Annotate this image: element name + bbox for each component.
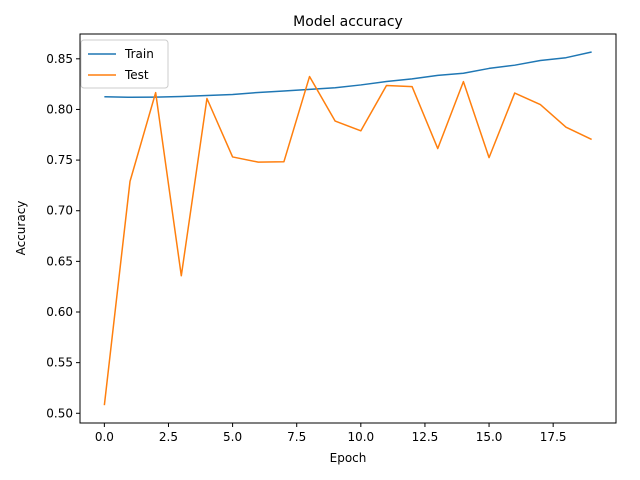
x-tick-label: 2.5 bbox=[159, 430, 178, 444]
x-tick-label: 10.0 bbox=[347, 430, 374, 444]
x-axis-label: Epoch bbox=[330, 451, 367, 465]
y-tick-label: 0.50 bbox=[46, 406, 73, 420]
series-line-test bbox=[103, 75, 592, 406]
x-tick-label: 7.5 bbox=[287, 430, 306, 444]
y-axis-ticks: 0.50 0.55 0.60 0.65 0.70 0.75 0.80 0.85 bbox=[46, 52, 80, 420]
y-tick-label: 0.75 bbox=[46, 153, 73, 167]
y-tick-label: 0.70 bbox=[46, 204, 73, 218]
x-axis-ticks: 0.0 2.5 5.0 7.5 10.0 12.5 15.0 17.5 bbox=[95, 423, 567, 444]
y-tick-label: 0.60 bbox=[46, 305, 73, 319]
plot-lines bbox=[103, 51, 592, 406]
x-tick-label: 0.0 bbox=[95, 430, 114, 444]
x-tick-label: 15.0 bbox=[476, 430, 503, 444]
series-line-train bbox=[104, 51, 592, 99]
legend-box bbox=[80, 39, 169, 89]
x-tick-label: 12.5 bbox=[412, 430, 439, 444]
y-tick-label: 0.85 bbox=[46, 52, 73, 66]
legend-label-test: Test bbox=[124, 68, 149, 82]
y-tick-label: 0.80 bbox=[46, 102, 73, 116]
plot-frame bbox=[79, 33, 617, 424]
legend-label-train: Train bbox=[124, 47, 154, 61]
x-tick-label: 5.0 bbox=[223, 430, 242, 444]
y-tick-label: 0.55 bbox=[46, 356, 73, 370]
chart-title: Model accuracy bbox=[293, 14, 403, 30]
y-tick-label: 0.65 bbox=[46, 254, 73, 268]
x-tick-label: 17.5 bbox=[540, 430, 567, 444]
y-axis-label: Accuracy bbox=[14, 201, 28, 256]
legend: Train Test bbox=[80, 39, 169, 89]
